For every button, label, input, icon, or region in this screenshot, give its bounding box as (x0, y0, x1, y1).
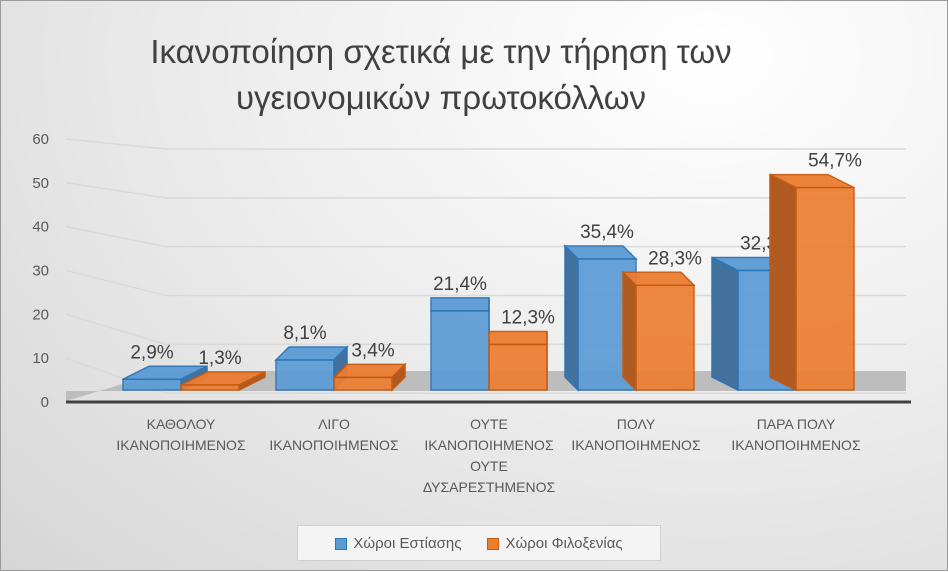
x-tick-label: ΙΚΑΝΟΠΟΙΗΜΕΝΟΣ (731, 437, 861, 453)
x-tick-label: ΛΙΓΟ (318, 416, 350, 432)
data-label-s0-c2: 21,4% (433, 274, 487, 295)
y-tick-label: 20 (32, 306, 49, 323)
y-tick-label: 30 (32, 263, 49, 280)
bar-side-s0-c3 (564, 244, 579, 392)
data-label-s1-c4: 54,7% (808, 151, 862, 172)
x-tick-label: ΠΑΡΑ ΠΟΛΥ (757, 416, 836, 432)
x-tick-label: ΟΥΤΕ (470, 416, 508, 432)
x-tick-label: ΠΟΛΥ (617, 416, 656, 432)
legend-item-0: Χώροι Εστίασης (335, 535, 461, 552)
data-label-s0-c0: 2,9% (130, 342, 173, 363)
data-label-s1-c2: 12,3% (501, 307, 555, 328)
bar-s0-c2 (430, 310, 490, 391)
data-label-s1-c0: 1,3% (198, 348, 241, 369)
y-tick-label: 0 (41, 394, 49, 411)
x-tick-label: ΚΑΘΟΛΟΥ (147, 416, 216, 432)
bar-top-s0-c2 (430, 297, 490, 312)
bar-top-s1-c2 (488, 330, 548, 346)
bar-s0-c0 (122, 378, 182, 391)
bar-s1-c1 (333, 376, 393, 391)
bar-s1-c4 (795, 186, 855, 391)
x-tick-label: ΙΚΑΝΟΠΟΙΗΜΕΝΟΣ (424, 437, 554, 453)
bar-side-s1-c4 (769, 173, 797, 392)
legend-swatch-1 (487, 537, 500, 550)
x-tick-label: ΟΥΤΕ (470, 458, 508, 474)
bar-s0-c1 (275, 359, 335, 391)
data-label-s1-c1: 3,4% (351, 340, 394, 361)
legend-item-1: Χώροι Φιλοξενίας (487, 534, 623, 552)
gridline (65, 138, 906, 150)
y-tick-label: 10 (32, 350, 49, 367)
bar-s1-c3 (635, 284, 695, 391)
x-tick-label: ΙΚΑΝΟΠΟΙΗΜΕΝΟΣ (116, 437, 246, 453)
x-tick-label: ΔΥΣΑΡΕΣΤΗΜΕΝΟΣ (423, 479, 556, 495)
y-tick-label: 60 (32, 131, 49, 148)
data-label-s0-c1: 8,1% (283, 323, 326, 344)
gridline (65, 182, 906, 199)
bar-side-s0-c4 (711, 256, 739, 392)
data-label-s1-c3: 28,3% (648, 248, 702, 269)
bar-s1-c2 (488, 343, 548, 391)
chart-title: Ικανοποίηση σχετικά με την τήρηση των υγ… (150, 33, 732, 116)
y-tick-label: 50 (32, 175, 49, 192)
x-tick-label: ΙΚΑΝΟΠΟΙΗΜΕΝΟΣ (571, 437, 701, 453)
legend-swatch-0 (335, 537, 348, 550)
legend-label-0: Χώροι Εστίασης (353, 534, 462, 552)
bar-side-s1-c3 (622, 270, 637, 392)
legend-label-1: Χώροι Φιλοξενίας (505, 534, 623, 552)
x-tick-label: ΙΚΑΝΟΠΟΙΗΜΕΝΟΣ (269, 437, 399, 453)
bar-s1-c0 (180, 384, 240, 391)
data-label-s0-c3: 35,4% (580, 222, 634, 243)
y-tick-label: 40 (32, 219, 49, 236)
gridline (65, 225, 906, 248)
gridline (65, 357, 906, 394)
legend: Χώροι Εστίασης Χώροι Φιλοξενίας (297, 525, 661, 561)
